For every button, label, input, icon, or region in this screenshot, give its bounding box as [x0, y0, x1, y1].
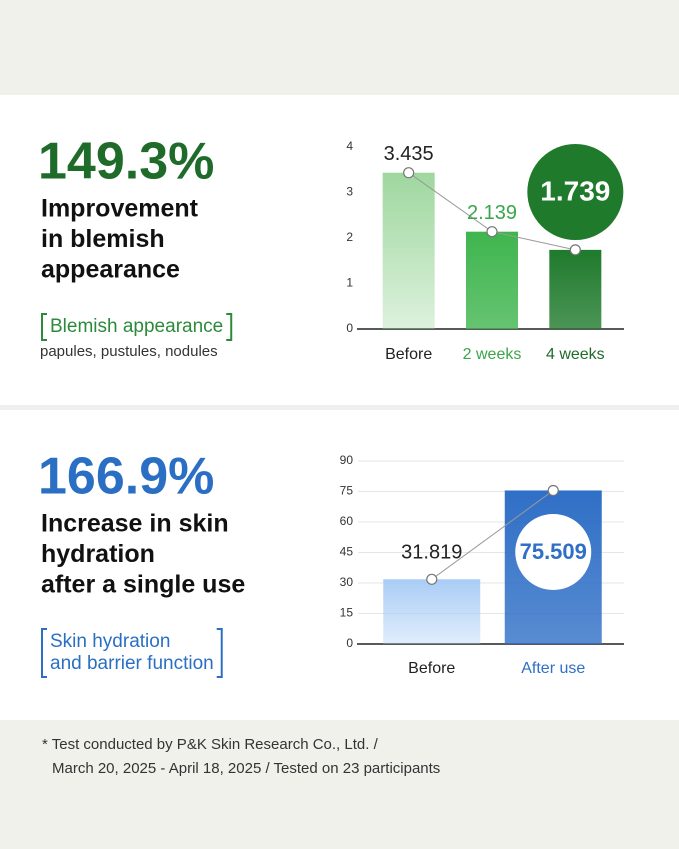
- value-label: 31.819: [401, 542, 462, 564]
- x-tick-label: 4 weeks: [546, 346, 605, 363]
- y-tick-label: 15: [340, 606, 354, 620]
- description: appearance: [41, 256, 180, 284]
- tag-text: and barrier function: [50, 653, 214, 674]
- tag-note: papules, pustules, nodules: [40, 343, 218, 360]
- footer-band: [0, 720, 679, 849]
- bracket: [216, 628, 223, 678]
- bracket: [41, 313, 47, 341]
- value-label: 2.139: [467, 202, 517, 224]
- description: Improvement: [41, 195, 199, 223]
- bar: [466, 231, 518, 329]
- y-tick-label: 45: [340, 545, 354, 559]
- y-tick-label: 1: [346, 276, 353, 290]
- point: [547, 484, 559, 497]
- point: [569, 244, 581, 256]
- x-tick-label: After use: [521, 660, 585, 677]
- value-label: 1.739: [540, 175, 610, 206]
- y-tick-label: 60: [340, 514, 354, 528]
- y-tick-label: 2: [346, 230, 353, 244]
- y-tick-label: 0: [346, 321, 353, 335]
- separator: [0, 405, 679, 410]
- footnote: March 20, 2025 - April 18, 2025 / Tested…: [52, 760, 440, 777]
- y-tick-label: 30: [340, 575, 354, 589]
- headline: 149.3%: [38, 133, 214, 191]
- y-tick-label: 4: [346, 139, 353, 153]
- bracket: [226, 313, 233, 341]
- description: after a single use: [41, 571, 245, 599]
- point: [486, 226, 498, 238]
- bar: [382, 172, 435, 329]
- footnote: * Test conducted by P&K Skin Research Co…: [42, 736, 379, 753]
- x-tick-label: 2 weeks: [463, 346, 522, 363]
- y-tick-label: 3: [346, 185, 353, 199]
- bar: [383, 579, 481, 644]
- description: in blemish: [41, 225, 165, 253]
- description: hydration: [41, 540, 155, 568]
- bracket: [41, 628, 47, 678]
- bar: [549, 249, 602, 329]
- trend-line: [431, 490, 554, 580]
- y-tick-label: 90: [340, 453, 354, 467]
- y-tick-label: 75: [340, 484, 354, 498]
- x-tick-label: Before: [385, 346, 432, 363]
- description: Increase in skin: [41, 510, 229, 538]
- tag-text: Skin hydration: [50, 631, 170, 652]
- top-band: [0, 0, 679, 95]
- point: [403, 167, 415, 179]
- headline: 166.9%: [38, 448, 214, 506]
- y-tick-label: 0: [346, 636, 353, 650]
- value-label: 75.509: [520, 539, 587, 564]
- value-badge: [515, 514, 592, 590]
- x-tick-label: Before: [408, 660, 455, 677]
- value-label: 3.435: [384, 143, 434, 165]
- tag-text: Blemish appearance: [50, 316, 223, 337]
- value-badge: [527, 144, 624, 240]
- point: [426, 573, 438, 585]
